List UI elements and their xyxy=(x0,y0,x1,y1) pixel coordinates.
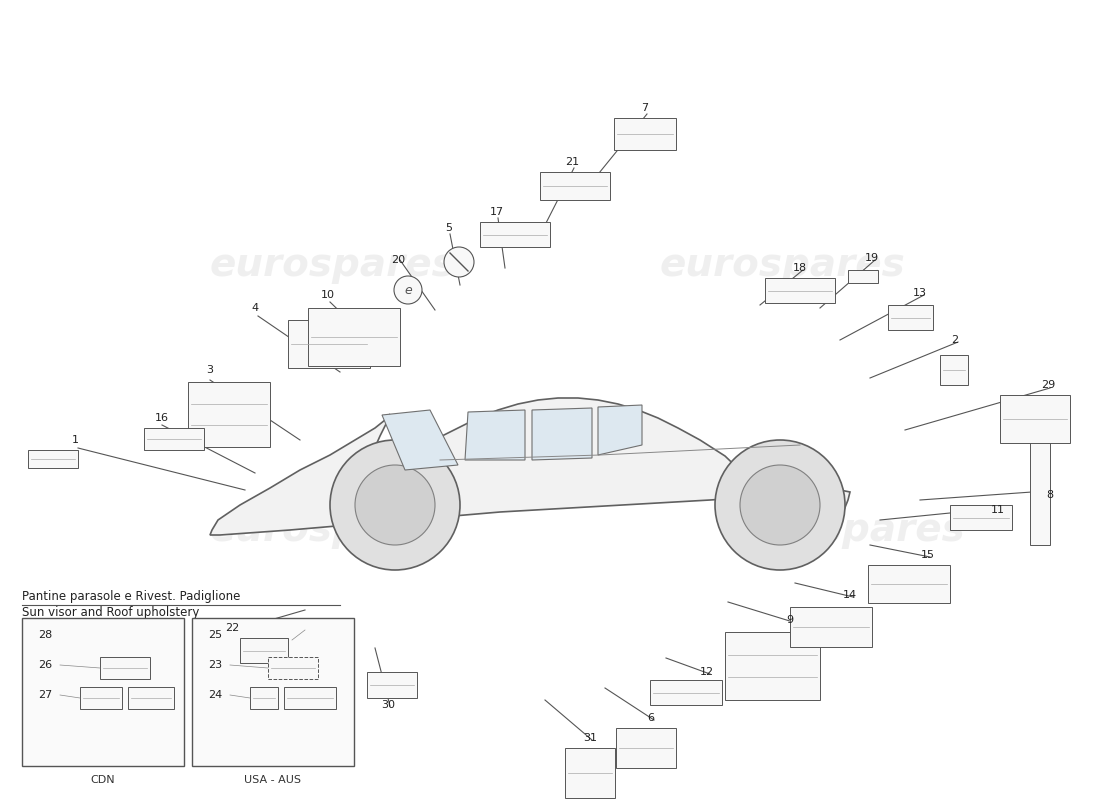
Circle shape xyxy=(330,440,460,570)
Text: 11: 11 xyxy=(991,505,1005,515)
Text: 10: 10 xyxy=(321,290,336,300)
Bar xyxy=(284,687,336,709)
Text: 24: 24 xyxy=(208,690,222,700)
Text: 16: 16 xyxy=(155,413,169,423)
Text: 13: 13 xyxy=(913,288,927,298)
Bar xyxy=(480,222,550,247)
Bar xyxy=(725,632,820,700)
Circle shape xyxy=(355,465,434,545)
Text: e: e xyxy=(404,283,411,297)
Polygon shape xyxy=(532,408,592,460)
Text: eurospares: eurospares xyxy=(210,511,455,549)
Text: 1: 1 xyxy=(72,435,78,445)
Text: 2: 2 xyxy=(952,335,958,345)
Text: 22: 22 xyxy=(224,623,239,633)
Bar xyxy=(565,748,615,798)
Text: Pantine parasole e Rivest. Padiglione: Pantine parasole e Rivest. Padiglione xyxy=(22,590,241,603)
Bar xyxy=(868,565,950,603)
Text: 6: 6 xyxy=(648,713,654,723)
Text: eurospares: eurospares xyxy=(210,246,455,284)
Bar xyxy=(288,320,370,368)
Bar xyxy=(540,172,611,200)
Polygon shape xyxy=(382,410,458,470)
Text: 28: 28 xyxy=(37,630,52,640)
Text: 30: 30 xyxy=(381,700,395,710)
Polygon shape xyxy=(598,405,642,455)
Circle shape xyxy=(740,465,820,545)
Bar xyxy=(940,355,968,385)
Text: eurospares: eurospares xyxy=(720,511,966,549)
Text: 18: 18 xyxy=(793,263,807,273)
Text: 27: 27 xyxy=(37,690,52,700)
Polygon shape xyxy=(210,398,850,538)
Bar xyxy=(367,672,417,698)
Text: USA - AUS: USA - AUS xyxy=(244,775,301,785)
Text: 31: 31 xyxy=(583,733,597,743)
Bar xyxy=(790,607,872,647)
Bar xyxy=(250,687,278,709)
Bar xyxy=(100,657,150,679)
Text: 21: 21 xyxy=(565,157,579,167)
Text: 12: 12 xyxy=(700,667,714,677)
Text: Sun visor and Roof upholstery: Sun visor and Roof upholstery xyxy=(22,606,199,619)
Bar xyxy=(1000,395,1070,443)
Text: 17: 17 xyxy=(490,207,504,217)
Bar xyxy=(80,687,122,709)
Bar xyxy=(268,657,318,679)
Circle shape xyxy=(444,247,474,277)
Bar xyxy=(950,505,1012,530)
Bar xyxy=(1030,430,1050,545)
Circle shape xyxy=(394,276,422,304)
Text: 29: 29 xyxy=(1041,380,1055,390)
Text: 20: 20 xyxy=(390,255,405,265)
Text: 26: 26 xyxy=(37,660,52,670)
Bar xyxy=(240,638,288,663)
Text: 5: 5 xyxy=(446,223,452,233)
Text: 19: 19 xyxy=(865,253,879,263)
Polygon shape xyxy=(465,410,525,460)
Text: 25: 25 xyxy=(208,630,222,640)
Text: 8: 8 xyxy=(1046,490,1054,500)
Text: 23: 23 xyxy=(208,660,222,670)
Text: 9: 9 xyxy=(786,615,793,625)
Bar xyxy=(28,450,78,468)
Text: 3: 3 xyxy=(207,365,213,375)
Text: 14: 14 xyxy=(843,590,857,600)
Bar xyxy=(128,687,174,709)
Bar xyxy=(888,305,933,330)
Bar xyxy=(22,618,184,766)
Text: 15: 15 xyxy=(921,550,935,560)
Bar xyxy=(614,118,676,150)
Bar xyxy=(188,382,270,447)
Text: eurospares: eurospares xyxy=(660,246,905,284)
Bar xyxy=(616,728,676,768)
Text: 7: 7 xyxy=(641,103,649,113)
Bar xyxy=(848,270,878,283)
Bar xyxy=(764,278,835,303)
Circle shape xyxy=(715,440,845,570)
Bar xyxy=(192,618,354,766)
Text: 4: 4 xyxy=(252,303,258,313)
Text: CDN: CDN xyxy=(90,775,116,785)
Bar xyxy=(650,680,722,705)
Bar xyxy=(308,308,400,366)
Bar xyxy=(144,428,204,450)
